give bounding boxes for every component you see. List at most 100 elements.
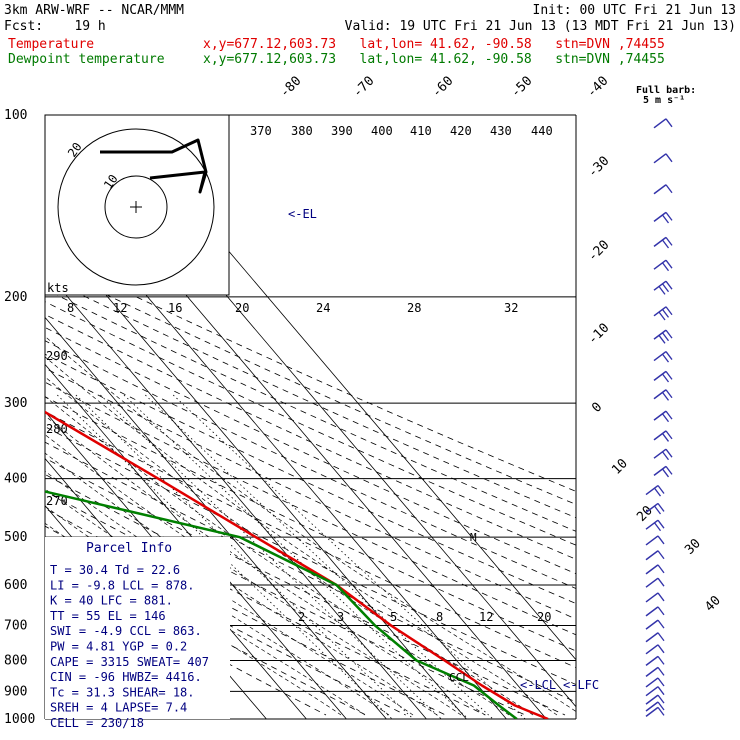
isotherm-label: -20 bbox=[585, 238, 612, 265]
wind-barb-flag bbox=[665, 329, 673, 339]
isotherm bbox=[45, 363, 347, 719]
wind-barb bbox=[645, 577, 659, 588]
wind-barb bbox=[645, 564, 659, 575]
wind-barb-flag bbox=[665, 351, 673, 360]
theta-label: 410 bbox=[410, 124, 432, 138]
wind-barb bbox=[645, 606, 659, 617]
isotherm-label: -40 bbox=[584, 74, 611, 101]
wind-barb-flag bbox=[657, 564, 665, 574]
isotherm bbox=[45, 269, 427, 719]
wind-barb-flag bbox=[657, 644, 665, 654]
wind-barb-flag bbox=[665, 410, 673, 420]
hodograph-ring-label: 28 bbox=[407, 301, 421, 315]
mixing-ratio-label: 8 bbox=[436, 610, 443, 624]
wind-barb bbox=[645, 519, 659, 530]
wind-barb-flag bbox=[665, 370, 673, 380]
el-marker: <-EL bbox=[288, 207, 317, 221]
isotherm-label: 10 bbox=[609, 456, 631, 478]
isotherm-label: -60 bbox=[429, 74, 456, 101]
pressure-label: 100 bbox=[4, 108, 27, 123]
forecast-hour: Fcst: 19 h bbox=[4, 19, 106, 34]
hodograph-unit: kts bbox=[47, 281, 69, 295]
dry-adiabat bbox=[45, 381, 576, 636]
parcel-row: CIN = -96 HWBZ= 4416. bbox=[50, 670, 202, 684]
theta-label: 370 bbox=[250, 124, 272, 138]
wind-barb-flag bbox=[665, 211, 673, 221]
wind-barb-flag bbox=[657, 550, 665, 560]
hodograph-ring-mark: 10 bbox=[101, 172, 121, 192]
wind-barb-flag bbox=[661, 214, 670, 224]
wind-barb-flag bbox=[665, 306, 673, 316]
temperature-legend: Temperature bbox=[8, 37, 95, 52]
theta-label: 420 bbox=[450, 124, 472, 138]
pressure-label: 200 bbox=[4, 290, 27, 305]
wind-barb-flag bbox=[657, 677, 665, 687]
wind-barb-flag bbox=[665, 153, 673, 163]
wind-barb-flag bbox=[657, 503, 665, 512]
parcel-row: Tc = 31.3 SHEAR= 18. bbox=[50, 685, 195, 699]
moist-adiabat bbox=[45, 452, 438, 716]
wind-barb-flag bbox=[661, 433, 670, 442]
wind-barb bbox=[653, 389, 667, 400]
isotherm-label: 20 bbox=[634, 503, 656, 525]
wind-barb bbox=[645, 686, 659, 697]
wind-barb-flag bbox=[657, 686, 665, 696]
wind-barb bbox=[653, 410, 667, 421]
parcel-row: K = 40 LFC = 881. bbox=[50, 594, 173, 608]
wind-barb-flag bbox=[661, 283, 670, 293]
theta-label: 390 bbox=[331, 124, 353, 138]
mixing-ratio-label: 12 bbox=[479, 610, 493, 624]
parcel-box bbox=[45, 537, 230, 719]
isotherm-label: -80 bbox=[277, 74, 304, 101]
wind-barb-flag bbox=[661, 391, 670, 401]
wind-barb bbox=[645, 706, 659, 717]
hodograph-ring-label: 32 bbox=[504, 301, 518, 315]
wind-barb bbox=[645, 619, 659, 630]
wind-barb-flag bbox=[653, 522, 662, 532]
wind-barb bbox=[653, 306, 667, 317]
valid-time: Valid: 19 UTC Fri 21 Jun 13 (13 MDT Fri … bbox=[344, 19, 736, 34]
wind-barb bbox=[645, 701, 659, 712]
dry-adiabat bbox=[45, 426, 576, 686]
isotherm-label: -30 bbox=[585, 154, 612, 181]
theta-label: 280 bbox=[46, 422, 68, 436]
wind-barb-flag bbox=[665, 236, 673, 246]
wind-barb-flag bbox=[665, 184, 673, 194]
parcel-row: T = 30.4 Td = 22.6 bbox=[50, 563, 180, 577]
hodograph-trace bbox=[100, 138, 208, 194]
mixing-ratio-label: 2 bbox=[298, 610, 305, 624]
dry-adiabat bbox=[45, 326, 576, 575]
wind-barb-flag bbox=[657, 632, 665, 642]
isotherm-label: -50 bbox=[508, 74, 535, 101]
dry-adiabat bbox=[45, 507, 446, 716]
wind-barb bbox=[653, 465, 667, 476]
wind-barb-flag bbox=[653, 505, 662, 515]
wind-barb bbox=[653, 211, 667, 222]
hodograph-ring-mark: 20 bbox=[65, 140, 85, 160]
wind-barb bbox=[653, 184, 667, 195]
wind-barb-flag bbox=[657, 701, 665, 711]
wind-barb-flag bbox=[661, 309, 670, 318]
wind-barb bbox=[653, 259, 667, 270]
wind-barb-flag bbox=[657, 706, 665, 716]
mixing-ratio-label: 3 bbox=[337, 610, 344, 624]
hodograph-ring bbox=[104, 175, 168, 239]
wind-barb-flag bbox=[657, 619, 665, 629]
wind-barb-flag bbox=[661, 413, 670, 423]
hodograph-ring-label: 12 bbox=[113, 301, 127, 315]
theta-label: 380 bbox=[291, 124, 313, 138]
wind-barb bbox=[645, 484, 659, 496]
wind-barb bbox=[653, 370, 667, 381]
pressure-label: 400 bbox=[4, 472, 27, 487]
theta-label: 270 bbox=[46, 494, 68, 508]
pressure-label: 500 bbox=[4, 530, 27, 545]
wind-barb-flag bbox=[661, 262, 670, 272]
wind-barb-flag bbox=[665, 430, 673, 440]
wind-barb-flag bbox=[665, 259, 673, 269]
wind-barb bbox=[645, 677, 659, 688]
pressure-label: 700 bbox=[4, 618, 27, 633]
wind-barb bbox=[653, 430, 667, 441]
wind-barb-flag bbox=[658, 311, 666, 321]
dewpoint-line bbox=[45, 490, 518, 719]
